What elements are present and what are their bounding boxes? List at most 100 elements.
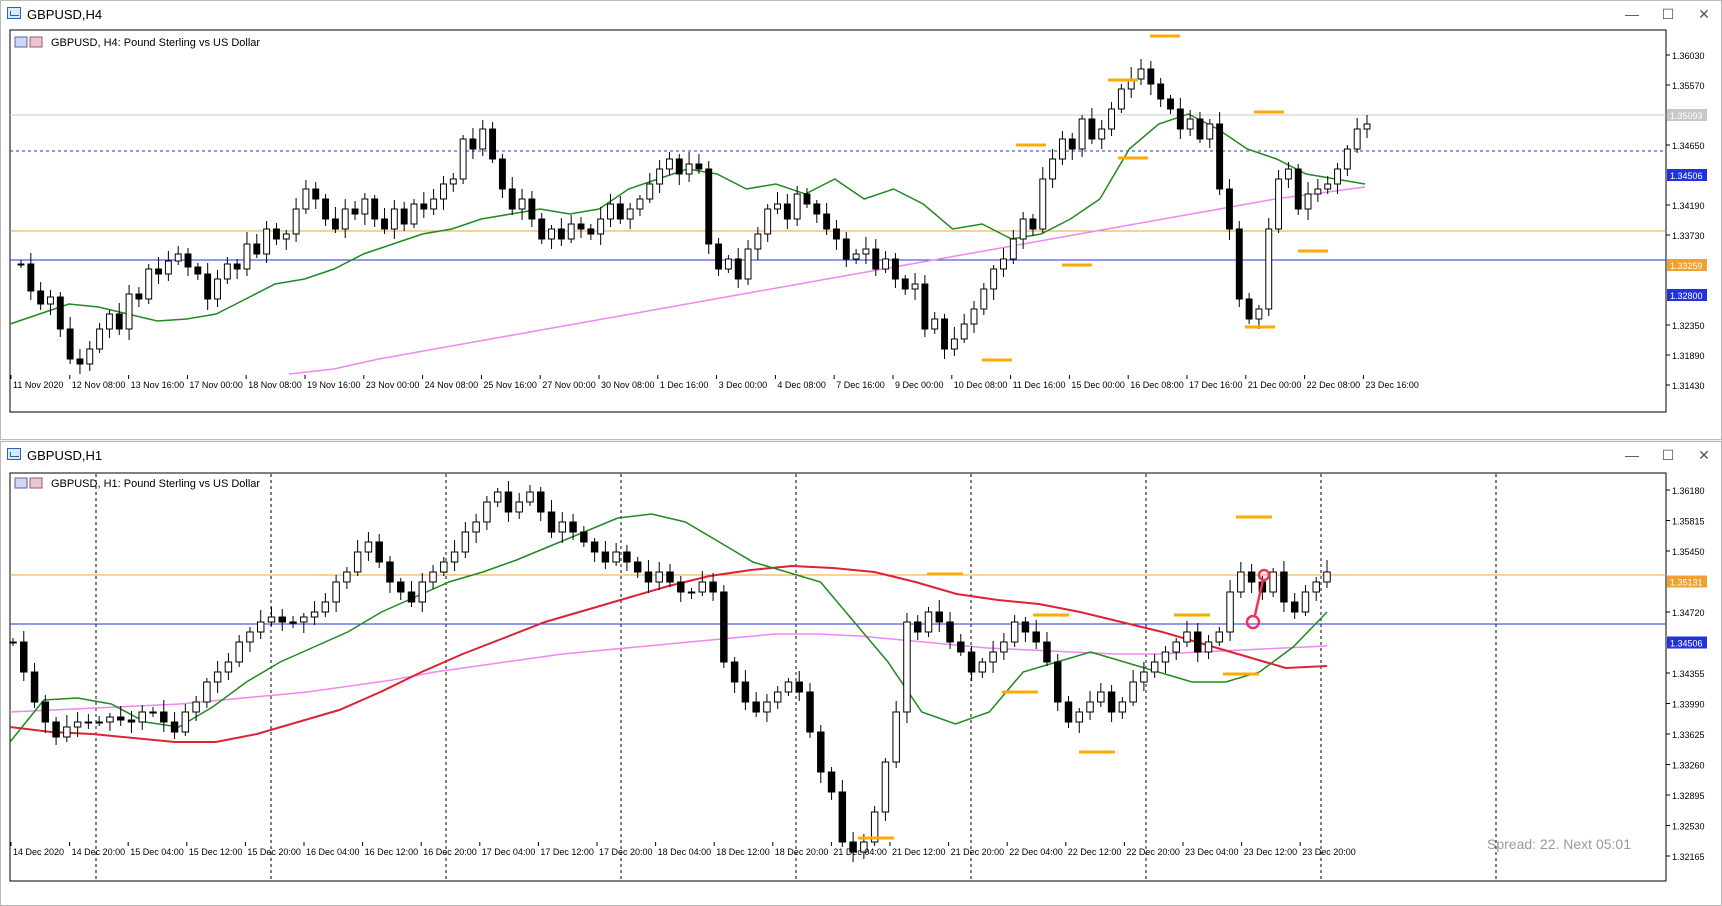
candle-body [135,293,143,300]
price-tick-label: 1.34720 [1672,608,1705,618]
candle-body [1167,98,1174,110]
close-button[interactable]: ✕ [1698,447,1710,463]
candle-body [47,296,54,305]
candle-body [233,263,241,270]
candle-body [903,621,911,713]
candle-body [66,328,74,360]
spread-status: Spread: 22. Next 05:01 [1487,836,1631,852]
candle-body [1226,591,1234,633]
time-tick-label: 23 Dec 16:00 [1365,380,1419,390]
minimize-button[interactable]: — [1625,447,1639,463]
candle-body [1157,83,1165,100]
candle-body [1269,571,1277,593]
candle-body [449,178,457,185]
candle-body [967,651,976,673]
candle-body [666,571,674,583]
candle-body [302,188,310,210]
candle-body [870,811,879,843]
chart-window-h4[interactable]: GBPUSD,H4 — ☐ ✕ 1.36030 1.35570 1.35093 1.3… [0,0,1722,440]
candle-body [381,218,388,230]
minimize-button[interactable]: — [1625,6,1639,22]
candle-body [1019,218,1027,240]
candle-body [862,248,870,255]
candle-body [418,581,427,603]
candle-body [1078,118,1086,150]
candle-body [155,268,162,275]
candle-body [289,621,297,624]
target-circle [1257,568,1271,582]
candle-body [375,541,383,563]
close-button[interactable]: ✕ [1698,6,1710,22]
candles [17,59,1371,374]
candle-body [833,228,840,240]
time-tick-label: 18 Nov 08:00 [248,380,302,390]
candle-body [1312,581,1320,593]
candle-body [860,841,868,853]
candles [9,481,1331,862]
window-title: GBPUSD,H4 [27,7,103,22]
candle-body [341,208,349,230]
candle-body [1196,118,1204,140]
chart-window-h1[interactable]: GBPUSD,H1 — ☐ ✕ 1.36180 1.35815 1.35450 1.3… [0,441,1722,906]
price-chart-h4[interactable]: 1.36030 1.35570 1.35093 1.34650 1.34506 1.341… [9,29,1721,439]
candle-body [882,258,890,270]
candle-body [849,841,857,853]
candle-body [9,641,17,644]
candle-body [655,571,663,583]
candle-body [803,193,811,205]
candle-body [145,268,153,300]
candle-body [300,616,308,623]
candle-body [351,208,359,215]
chart-title: GBPUSD, H1: Pound Sterling vs US Dollar [51,478,260,490]
candle-body [590,541,599,553]
candle-body [783,203,791,220]
candle-body [577,223,585,230]
candle-body [1275,178,1283,230]
maximize-button[interactable]: ☐ [1661,447,1675,463]
candle-body [1186,118,1194,130]
candle-body [567,223,575,240]
chart-window-icon [7,7,21,19]
candle-body [537,491,545,513]
time-tick-label: 13 Nov 16:00 [131,380,185,390]
candle-body [181,711,190,733]
candle-body [601,551,610,563]
candle-body [1010,621,1019,643]
candle-body [1343,148,1351,170]
candle-body [744,248,752,280]
candle-body [17,263,25,266]
price-tag [1667,636,1707,649]
entry-circle [1245,614,1261,630]
candle-body [76,358,84,365]
candle-body [548,228,555,240]
candle-body [795,681,803,693]
candle-body [272,228,280,240]
time-tick-label: 15 Dec 12:00 [189,847,243,857]
price-tick-label: 1.33990 [1672,700,1705,710]
candle-body [138,711,146,723]
candle-body [626,208,634,220]
candle-body [1301,591,1310,613]
price-tick-label: 1.34506 [1670,171,1703,181]
price-tick-label: 1.32165 [1672,852,1705,862]
window-titlebar[interactable]: GBPUSD,H1 — ☐ ✕ [1,442,1721,468]
price-tick-label: 1.33259 [1670,261,1703,271]
maximize-button[interactable]: ☐ [1661,6,1675,22]
candle-body [321,601,330,613]
candle-body [921,283,929,330]
time-tick-label: 22 Dec 04:00 [1009,847,1063,857]
price-tick-label: 1.34506 [1670,639,1703,649]
time-tick-label: 23 Dec 12:00 [1244,847,1298,857]
candle-body [469,138,477,150]
candle-body [322,198,330,220]
ma-mid-line [9,564,1328,743]
price-tick-label: 1.35093 [1670,111,1703,121]
candle-body [1215,631,1224,643]
window-titlebar[interactable]: GBPUSD,H4 — ☐ ✕ [1,1,1721,27]
time-tick-label: 30 Nov 08:00 [601,380,655,390]
price-chart-h1[interactable]: 1.36180 1.35815 1.35450 1.35131 1.34720 1.345… [9,472,1721,904]
candle-body [1137,68,1145,80]
candle-body [364,541,373,553]
entry-arrow [1253,579,1265,616]
candle-body [852,253,860,260]
